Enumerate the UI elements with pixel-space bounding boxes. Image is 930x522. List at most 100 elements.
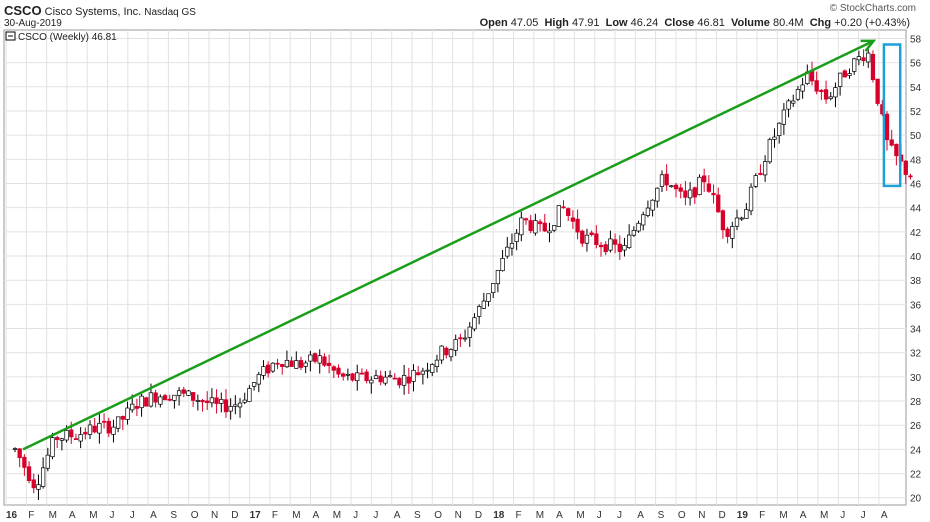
candle-body xyxy=(678,187,683,192)
candle-body xyxy=(594,233,599,246)
high-label: High xyxy=(544,17,569,29)
candle-body xyxy=(908,175,913,178)
candle-body xyxy=(847,73,852,76)
x-tick-label: J xyxy=(373,510,378,521)
candle-body xyxy=(106,420,111,434)
candle-body xyxy=(383,376,388,384)
candle-body xyxy=(772,136,777,140)
candle-body xyxy=(762,161,768,176)
candle-body xyxy=(284,360,290,368)
candle-body xyxy=(837,72,843,87)
y-tick-label: 22 xyxy=(910,470,922,481)
candle-body xyxy=(350,373,355,381)
candle-body xyxy=(777,122,782,136)
candle-body xyxy=(697,176,702,196)
high-value: 47.91 xyxy=(571,17,600,29)
candle-body xyxy=(641,214,646,226)
candle-body xyxy=(219,399,224,404)
y-tick-label: 40 xyxy=(910,252,922,263)
candle-body xyxy=(476,306,482,317)
candle-body xyxy=(669,185,674,188)
candle-body xyxy=(97,423,102,434)
low-label: Low xyxy=(605,17,628,29)
candle-body xyxy=(434,359,440,367)
candle-body xyxy=(781,109,787,125)
open-value: 47.05 xyxy=(510,17,539,29)
candle-body xyxy=(875,78,880,104)
candle-body xyxy=(551,225,557,231)
candle-body xyxy=(50,437,55,458)
candle-body xyxy=(59,438,65,441)
candle-body xyxy=(392,377,397,380)
candle-body xyxy=(209,397,215,404)
y-tick-label: 44 xyxy=(910,204,922,215)
y-tick-label: 28 xyxy=(910,397,922,408)
candle-body xyxy=(528,220,533,231)
x-tick-label: J xyxy=(617,510,622,521)
candle-body xyxy=(186,390,191,396)
x-tick-label: 18 xyxy=(493,510,505,521)
x-tick-label: A xyxy=(313,510,320,521)
candle-body xyxy=(205,400,210,403)
candle-body xyxy=(322,356,327,366)
candle-body xyxy=(439,345,444,361)
candle-body xyxy=(22,456,27,468)
y-tick-label: 36 xyxy=(910,300,922,311)
candle-body xyxy=(598,244,604,248)
candle-body xyxy=(814,80,819,92)
candle-body xyxy=(889,139,894,146)
watermark: © StockCharts.com xyxy=(829,3,916,14)
x-tick-label: J xyxy=(130,510,135,521)
candle-body xyxy=(725,228,730,237)
candle-body xyxy=(767,139,772,163)
candle-body xyxy=(664,173,669,186)
candle-body xyxy=(247,388,252,402)
candle-body xyxy=(748,186,754,212)
candle-body xyxy=(730,226,735,239)
candle-body xyxy=(64,430,69,441)
x-tick-label: M xyxy=(333,510,341,521)
candle-body xyxy=(181,389,186,394)
candle-body xyxy=(744,209,749,219)
x-tick-label: M xyxy=(779,510,787,521)
y-tick-label: 48 xyxy=(910,155,922,166)
candle-body xyxy=(495,269,501,285)
candle-body xyxy=(233,404,238,407)
candle-body xyxy=(650,199,655,211)
candle-body xyxy=(125,407,130,420)
x-tick-label: J xyxy=(840,510,845,521)
candle-body xyxy=(303,362,308,367)
x-tick-label: J xyxy=(861,510,866,521)
candle-body xyxy=(458,337,463,340)
candle-body xyxy=(561,206,566,209)
candle-body xyxy=(819,89,824,93)
y-tick-label: 50 xyxy=(910,131,922,142)
candle-body xyxy=(312,353,318,362)
candle-body xyxy=(134,406,140,409)
candle-body xyxy=(589,232,594,235)
x-tick-label: A xyxy=(881,510,888,521)
candle-body xyxy=(373,375,379,379)
candle-body xyxy=(631,229,636,236)
exchange-label: Nasdaq GS xyxy=(144,7,196,18)
x-tick-label: M xyxy=(820,510,828,521)
candle-body xyxy=(584,234,590,244)
candle-body xyxy=(903,160,908,175)
candle-body xyxy=(627,234,632,248)
x-tick-label: S xyxy=(658,510,665,521)
candle-body xyxy=(795,89,801,100)
candle-body xyxy=(78,434,83,442)
candle-body xyxy=(481,300,486,309)
candle-body xyxy=(355,372,360,382)
volume-label: Volume xyxy=(731,17,770,29)
candle-body xyxy=(791,100,796,104)
candle-body xyxy=(331,366,336,371)
candle-body xyxy=(580,230,585,244)
candle-body xyxy=(823,89,829,100)
ohlc-readout: Open 47.05 High 47.91 Low 46.24 Close 46… xyxy=(480,17,910,29)
trend-arrow-head xyxy=(860,39,877,52)
candle-body xyxy=(870,53,876,81)
candle-body xyxy=(720,210,726,231)
x-tick-label: M xyxy=(49,510,57,521)
candle-body xyxy=(45,454,50,469)
